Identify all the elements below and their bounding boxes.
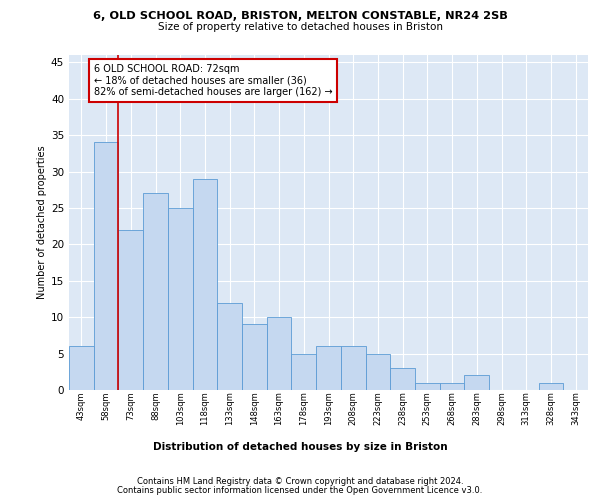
Text: Contains public sector information licensed under the Open Government Licence v3: Contains public sector information licen… — [118, 486, 482, 495]
Bar — [415, 382, 440, 390]
Bar — [292, 354, 316, 390]
Bar — [94, 142, 118, 390]
Bar — [242, 324, 267, 390]
Bar — [539, 382, 563, 390]
Bar — [143, 194, 168, 390]
Bar — [440, 382, 464, 390]
Bar — [316, 346, 341, 390]
Bar — [267, 317, 292, 390]
Bar — [217, 302, 242, 390]
Bar — [168, 208, 193, 390]
Text: Size of property relative to detached houses in Briston: Size of property relative to detached ho… — [157, 22, 443, 32]
Bar — [365, 354, 390, 390]
Text: Distribution of detached houses by size in Briston: Distribution of detached houses by size … — [152, 442, 448, 452]
Bar — [69, 346, 94, 390]
Bar — [341, 346, 365, 390]
Text: 6 OLD SCHOOL ROAD: 72sqm
← 18% of detached houses are smaller (36)
82% of semi-d: 6 OLD SCHOOL ROAD: 72sqm ← 18% of detach… — [94, 64, 332, 97]
Bar — [193, 179, 217, 390]
Bar — [464, 376, 489, 390]
Text: 6, OLD SCHOOL ROAD, BRISTON, MELTON CONSTABLE, NR24 2SB: 6, OLD SCHOOL ROAD, BRISTON, MELTON CONS… — [92, 11, 508, 21]
Y-axis label: Number of detached properties: Number of detached properties — [37, 146, 47, 300]
Text: Contains HM Land Registry data © Crown copyright and database right 2024.: Contains HM Land Registry data © Crown c… — [137, 477, 463, 486]
Bar — [390, 368, 415, 390]
Bar — [118, 230, 143, 390]
